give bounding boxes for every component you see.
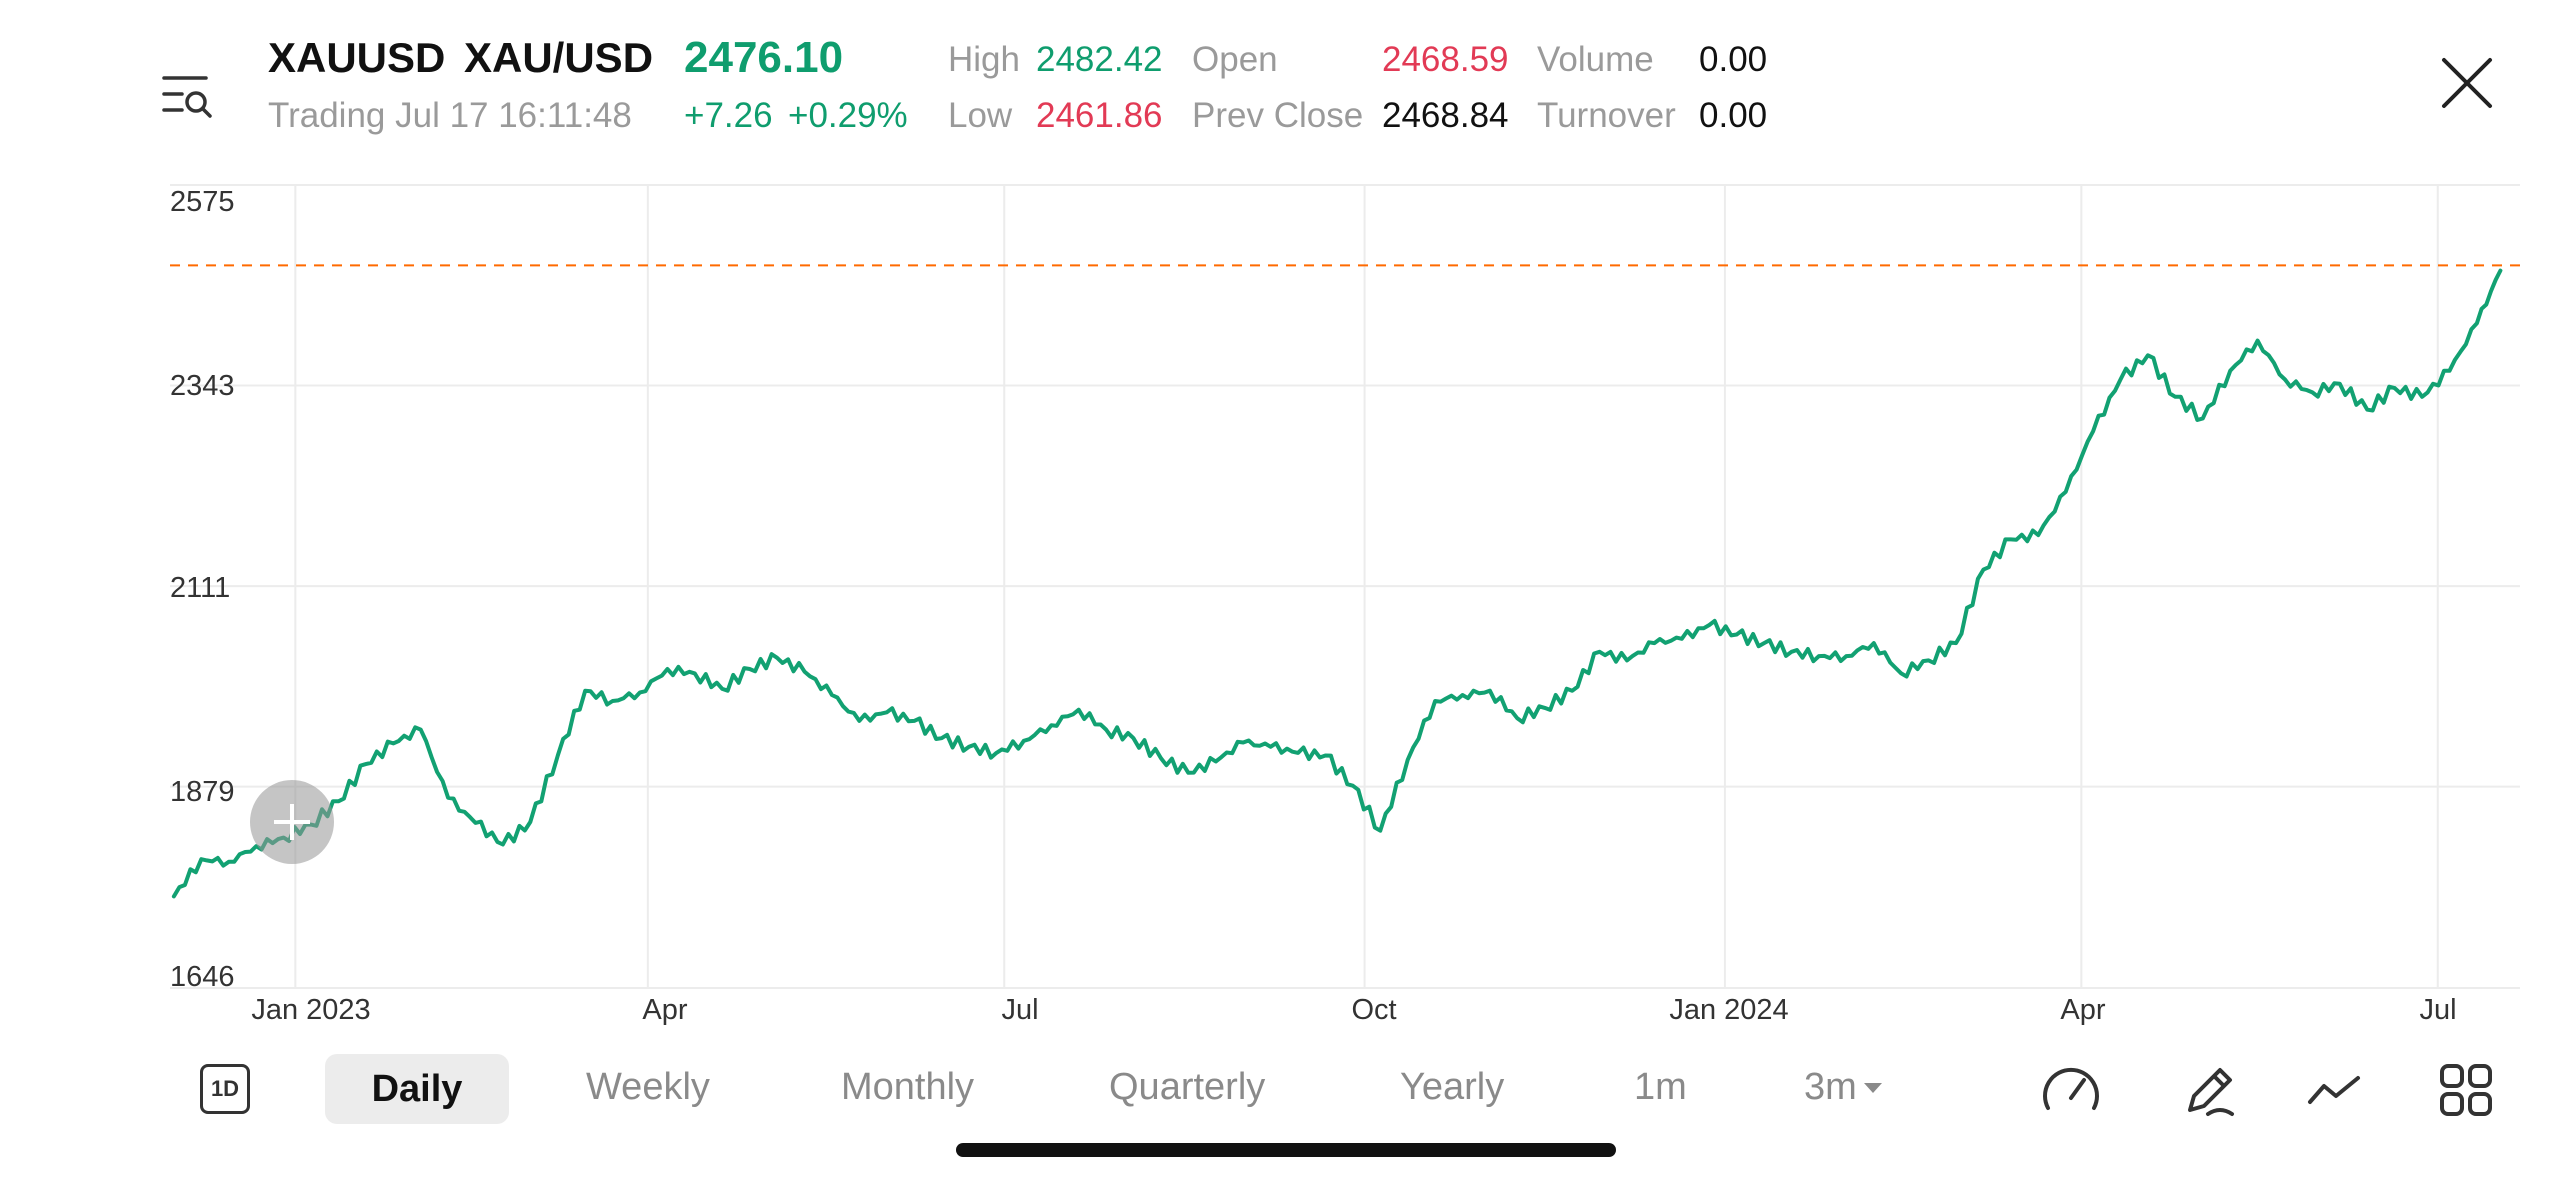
indicator-button[interactable]: [2040, 1062, 2102, 1118]
crosshair-add-button[interactable]: [250, 780, 334, 864]
turnover-value: 0.00: [1699, 96, 1768, 135]
draw-button[interactable]: [2180, 1060, 2240, 1120]
pen-icon: [2188, 1068, 2234, 1116]
x-tick: Oct: [1351, 994, 1397, 1026]
interval-icon-label: 1D: [210, 1076, 240, 1101]
y-tick: 1646: [170, 961, 235, 993]
price-change-pct: +0.29%: [788, 96, 908, 135]
x-tick: Apr: [2060, 994, 2106, 1026]
speedometer-icon: [2043, 1067, 2099, 1110]
close-button[interactable]: [2438, 54, 2496, 112]
more-button[interactable]: [2438, 1062, 2494, 1118]
x-tick: Jul: [2419, 994, 2457, 1026]
x-tick: Jan 2023: [251, 994, 371, 1026]
prev-close-label: Prev Close: [1192, 96, 1364, 135]
y-tick: 2343: [170, 370, 235, 402]
open-label: Open: [1192, 40, 1278, 79]
tab-quarterly[interactable]: Quarterly: [1109, 1066, 1266, 1108]
symbol-code: XAUUSD: [268, 34, 446, 81]
y-tick: 2111: [170, 572, 231, 604]
high-value: 2482.42: [1036, 40, 1163, 79]
line-chart-icon: [2308, 1076, 2360, 1104]
timeframe-dropdown[interactable]: 3m: [1804, 1066, 1883, 1109]
tab-yearly[interactable]: Yearly: [1400, 1066, 1505, 1108]
x-tick: Apr: [642, 994, 688, 1026]
tab-monthly[interactable]: Monthly: [841, 1066, 975, 1108]
symbol-name: XAU/USD: [464, 34, 654, 81]
grid-icon: [2440, 1064, 2492, 1116]
tab-1m[interactable]: 1m: [1634, 1066, 1687, 1108]
x-tick: Jul: [1001, 994, 1039, 1026]
high-label: High: [948, 40, 1020, 79]
tab-weekly[interactable]: Weekly: [586, 1066, 710, 1108]
home-indicator: [956, 1143, 1616, 1157]
close-icon: [2442, 58, 2492, 108]
plus-icon: [274, 804, 310, 840]
x-tick: Jan 2024: [1669, 994, 1789, 1026]
open-value: 2468.59: [1382, 40, 1509, 79]
prev-close-value: 2468.84: [1382, 96, 1509, 135]
last-price: 2476.10: [684, 33, 844, 82]
chart-type-button[interactable]: [2306, 1070, 2362, 1110]
list-search-icon: [162, 76, 212, 118]
interval-button[interactable]: 1D: [200, 1064, 250, 1114]
y-tick: 1879: [170, 776, 235, 808]
low-value: 2461.86: [1036, 96, 1163, 135]
price-change: +7.26: [684, 96, 773, 135]
caret-down-icon: [1863, 1082, 1882, 1093]
low-label: Low: [948, 96, 1013, 135]
volume-label: Volume: [1537, 40, 1654, 79]
y-tick: 2575: [170, 186, 235, 218]
price-series-line: [171, 268, 2503, 899]
menu-search-button[interactable]: [160, 72, 216, 122]
volume-value: 0.00: [1699, 40, 1768, 79]
trading-status: Trading Jul 17 16:11:48: [268, 96, 632, 135]
tab-daily[interactable]: Daily: [325, 1054, 509, 1124]
turnover-label: Turnover: [1537, 96, 1676, 135]
timeframe-dropdown-label: 3m: [1804, 1066, 1857, 1108]
